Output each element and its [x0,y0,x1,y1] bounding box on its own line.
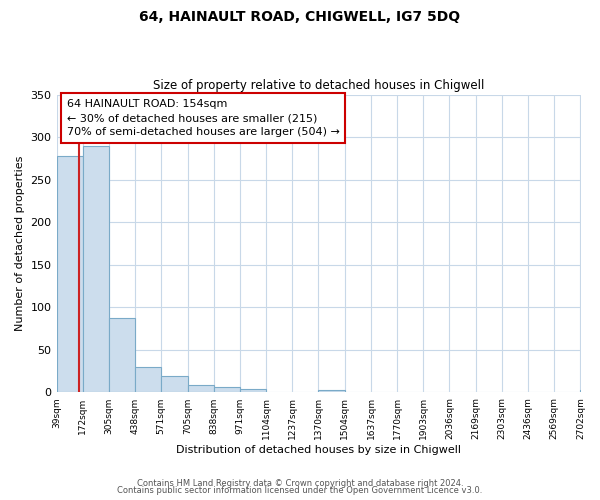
Bar [214,388,240,392]
Title: Size of property relative to detached houses in Chigwell: Size of property relative to detached ho… [153,79,484,92]
X-axis label: Distribution of detached houses by size in Chigwell: Distribution of detached houses by size … [176,445,461,455]
Bar [580,390,600,392]
Bar [188,385,214,392]
Y-axis label: Number of detached properties: Number of detached properties [15,156,25,331]
Text: Contains HM Land Registry data © Crown copyright and database right 2024.: Contains HM Land Registry data © Crown c… [137,478,463,488]
Bar [319,390,345,392]
Text: Contains public sector information licensed under the Open Government Licence v3: Contains public sector information licen… [118,486,482,495]
Bar [56,156,83,392]
Bar [135,367,161,392]
Bar [161,376,188,392]
Text: 64, HAINAULT ROAD, CHIGWELL, IG7 5DQ: 64, HAINAULT ROAD, CHIGWELL, IG7 5DQ [139,10,461,24]
Text: 64 HAINAULT ROAD: 154sqm
← 30% of detached houses are smaller (215)
70% of semi-: 64 HAINAULT ROAD: 154sqm ← 30% of detach… [67,99,340,137]
Bar [240,389,266,392]
Bar [109,318,135,392]
Bar [83,146,109,392]
